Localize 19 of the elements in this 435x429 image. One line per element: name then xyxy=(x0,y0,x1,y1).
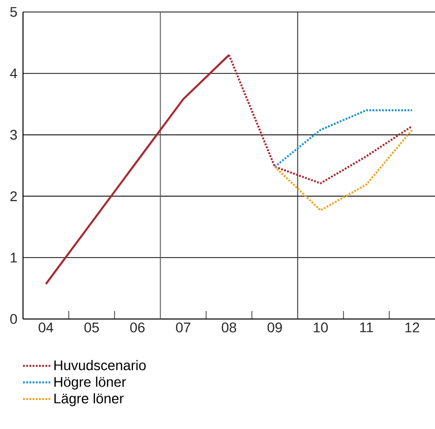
y-tick-label: 2 xyxy=(10,191,17,202)
x-tick-label: 04 xyxy=(38,322,54,332)
x-tick-label: 12 xyxy=(405,322,420,332)
y-tick-label: 3 xyxy=(10,130,17,140)
x-tick-label: 06 xyxy=(130,322,145,332)
legend-label: Huvudscenario xyxy=(54,360,146,370)
x-tick-label: 07 xyxy=(176,322,190,332)
y-tick-label: 4 xyxy=(10,68,18,78)
y-tick-label: 5 xyxy=(10,7,17,17)
legend-label: Högre löner xyxy=(54,376,126,390)
x-tick-label: 08 xyxy=(222,322,236,332)
x-tick-label: 05 xyxy=(84,322,99,332)
x-tick-label: 11 xyxy=(360,322,373,332)
line-series xyxy=(274,128,414,212)
y-tick-label: 1 xyxy=(10,252,17,262)
y-tick-label: 0 xyxy=(10,314,17,324)
legend-label: Lägre löner xyxy=(54,393,124,406)
x-tick-label: 10 xyxy=(314,322,328,332)
x-tick-label: 09 xyxy=(268,322,282,332)
